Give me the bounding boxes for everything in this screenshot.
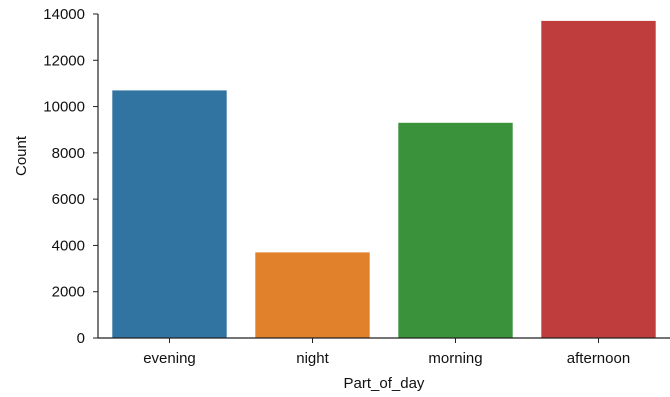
- bar-morning: [398, 122, 513, 338]
- y-tick-label: 2000: [52, 284, 85, 301]
- y-axis-label: Count: [13, 135, 30, 176]
- x-tick-label: night: [296, 350, 329, 367]
- y-tick-label: 8000: [52, 145, 85, 162]
- y-tick-label: 0: [77, 330, 85, 347]
- x-tick-label: evening: [143, 350, 196, 367]
- bar-night: [255, 252, 370, 338]
- bars-group: [112, 20, 656, 339]
- y-tick-label: 12000: [43, 52, 85, 69]
- y-tick-label: 10000: [43, 99, 85, 116]
- y-tick-label: 4000: [52, 237, 85, 254]
- y-tick-label: 6000: [52, 191, 85, 208]
- bar-evening: [112, 90, 227, 339]
- x-tick-label: afternoon: [567, 350, 630, 367]
- bar-afternoon: [541, 20, 656, 339]
- y-axis: 0 2000 4000 6000 8000 10000 12000 14000: [43, 6, 99, 347]
- x-tick-label: morning: [428, 350, 482, 367]
- x-axis-label: Part_of_day: [344, 375, 425, 392]
- x-axis: evening night morning afternoon: [98, 337, 670, 367]
- y-tick-label: 14000: [43, 6, 85, 23]
